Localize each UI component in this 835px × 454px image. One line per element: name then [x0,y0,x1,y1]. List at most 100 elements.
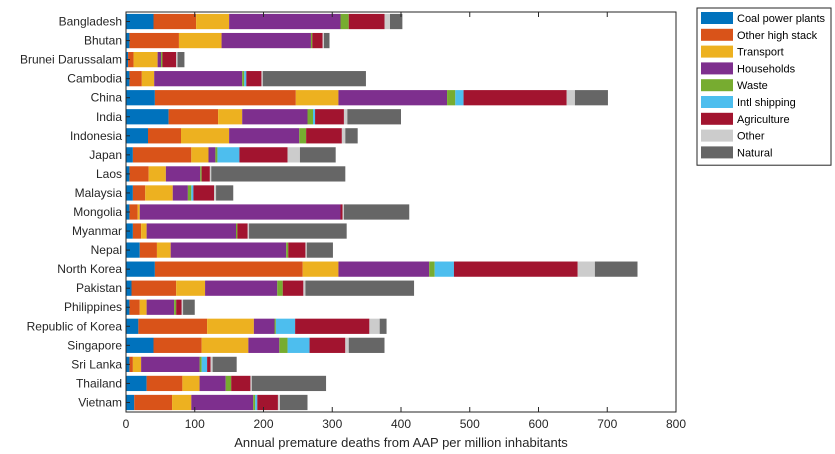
y-tick-label: Singapore [67,338,122,352]
x-tick-label: 700 [597,417,617,431]
bar-segment-intl-shipping-china [455,90,464,106]
bar-segment-households-north-korea [338,261,430,277]
bar-segment-households-indonesia [229,128,300,144]
bar-segment-other-philippines [181,299,184,315]
bar-segment-waste-japan [215,147,218,163]
bar-segment-other-high-stack-sri-lanka [129,356,133,372]
bar-segment-other-high-stack-republic-of-korea [138,318,208,334]
bar-segment-agriculture-brunei-darussalam [162,52,177,68]
bar-segment-transport-china [295,90,339,106]
bar-segment-agriculture-singapore [309,337,346,353]
bar-segment-natural-north-korea [594,261,638,277]
bar-segment-natural-japan [299,147,336,163]
bar-segment-agriculture-philippines [176,299,182,315]
bar-segment-natural-republic-of-korea [379,318,387,334]
bar-segment-households-republic-of-korea [253,318,275,334]
legend-label: Transport [737,47,784,59]
y-tick-label: Nepal [91,243,122,257]
y-tick-label: Sri Lanka [71,357,122,371]
bar-segment-transport-malaysia [145,185,173,201]
bar-segment-transport-singapore [201,337,249,353]
legend-swatch [701,62,733,75]
bar-segment-agriculture-india [315,109,344,125]
bar-segment-transport-north-korea [302,261,339,277]
bar-segment-coal-power-plants-india [126,109,169,125]
bar-segment-other-high-stack-singapore [153,337,202,353]
bars-layer [126,13,638,411]
bar-segment-households-bhutan [221,32,311,49]
bar-segment-other-high-stack-vietnam [134,394,173,411]
bar-segment-agriculture-bangladesh [348,13,385,30]
bar-segment-other-high-stack-myanmar [132,223,142,239]
y-tick-label: Myanmar [72,224,122,238]
bar-segment-other-high-stack-nepal [139,242,157,258]
bar-segment-waste-philippines [174,299,177,315]
bar-segment-transport-philippines [139,299,147,315]
bar-segment-waste-republic-of-korea [274,318,276,334]
y-tick-label: North Korea [57,262,122,276]
y-tick-label: Republic of Korea [27,319,123,333]
x-axis-title: Annual premature deaths from AAP per mil… [234,435,568,450]
bar-segment-other-sri-lanka [210,356,213,372]
bar-segment-intl-shipping-north-korea [434,261,454,277]
legend-swatch [701,146,733,159]
bar-segment-other-high-stack-thailand [146,375,183,392]
bar-segment-agriculture-laos [201,166,210,182]
bar-segment-natural-nepal [306,242,333,258]
bar-segment-intl-shipping-singapore [287,337,310,353]
y-tick-label: China [91,91,123,105]
bar-segment-agriculture-nepal [288,242,306,258]
bar-segment-agriculture-malaysia [193,185,214,201]
bar-segment-households-nepal [170,242,287,258]
bar-segment-households-thailand [199,375,226,392]
bar-segment-other-bhutan [322,32,324,49]
bar-segment-agriculture-japan [239,147,288,163]
bar-segment-intl-shipping-vietnam [255,394,258,411]
bar-segment-other-mongolia [342,204,344,220]
bar-segment-other-india [343,109,348,125]
bar-segment-other-high-stack-north-korea [154,261,303,277]
bar-segment-other-high-stack-bhutan [129,32,179,49]
bar-segment-other-malaysia [214,185,217,201]
bar-segment-other-high-stack-malaysia [132,185,146,201]
legend-swatch [701,96,733,108]
legend-label: Other [737,131,765,143]
x-tick-label: 300 [322,417,342,431]
bar-segment-agriculture-republic-of-korea [295,318,370,334]
bar-segment-natural-indonesia [345,128,358,144]
legend-label: Natural [737,147,772,159]
bar-segment-other-high-stack-cambodia [129,71,142,87]
bar-segment-transport-japan [191,147,209,163]
y-tick-label: Vietnam [78,395,122,409]
y-tick-label: Bhutan [84,34,122,48]
x-tick-label: 600 [528,417,548,431]
bar-segment-households-myanmar [146,223,236,239]
bar-segment-other-cambodia [261,71,263,87]
bar-segment-waste-brunei-darussalam [161,52,163,68]
bar-segment-households-mongolia [139,204,341,220]
bar-segment-coal-power-plants-nepal [126,242,140,258]
legend-label: Other high stack [737,30,818,42]
bar-segment-transport-india [218,109,243,125]
bar-segment-natural-myanmar [249,223,347,239]
x-tick-label: 400 [391,417,411,431]
bar-segment-other-myanmar [247,223,250,239]
bar-segment-waste-bhutan [310,32,313,49]
bar-segment-other-laos [209,166,212,182]
bar-segment-households-philippines [146,299,175,315]
bar-segment-waste-cambodia [242,71,245,87]
bar-segment-households-malaysia [172,185,188,201]
bar-segment-transport-laos [148,166,166,182]
y-tick-label: Japan [89,148,122,162]
bar-segment-transport-republic-of-korea [207,318,254,334]
bar-segment-natural-sri-lanka [212,356,237,372]
bar-segment-transport-nepal [156,242,171,258]
bar-segment-waste-singapore [279,337,288,353]
bar-segment-waste-indonesia [299,128,307,144]
y-tick-label: Brunei Darussalam [20,53,122,67]
bar-segment-transport-bangladesh [196,13,230,30]
bar-segment-transport-cambodia [141,71,155,87]
bar-segment-natural-philippines [183,299,195,315]
bar-segment-agriculture-thailand [231,375,251,392]
bar-segment-other-brunei-darussalam [176,52,178,68]
